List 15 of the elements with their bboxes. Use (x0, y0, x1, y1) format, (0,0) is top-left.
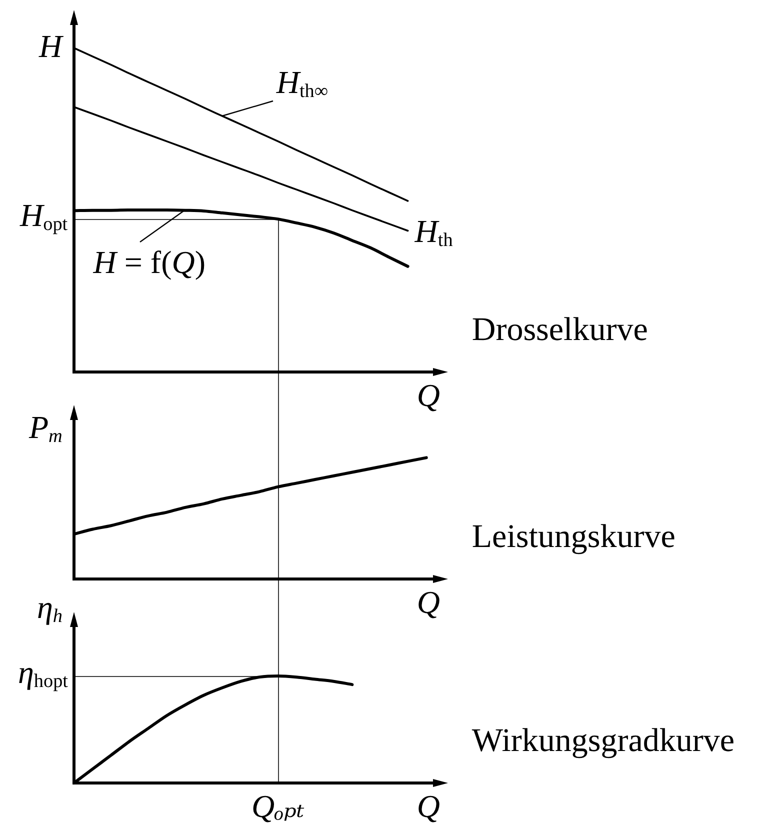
y-axis-title: H (39, 28, 62, 64)
x-axis-title: Q (416, 788, 440, 824)
series-label: H = f(Q) (93, 244, 206, 280)
text: Drosselkurve (472, 312, 648, 348)
y-axis-title: η$_{h}$ (37, 589, 62, 628)
x-axis-title: Q (416, 584, 440, 620)
series-label: H$_{th∞}$ (276, 64, 328, 102)
y-axis-title: P$_{m}$ (29, 409, 62, 448)
series-label: H$_{th}$ (414, 212, 453, 251)
text: Qₒₚₜ (251, 788, 304, 824)
text: Leistungskurve (472, 519, 676, 556)
text: Wirkungsgradkurve (472, 723, 734, 760)
ref-line-label: η$_{hopt}$ (18, 654, 68, 692)
x-axis-title: Q (416, 377, 440, 414)
ref-line-label: H$_{opt}$ (20, 197, 68, 236)
